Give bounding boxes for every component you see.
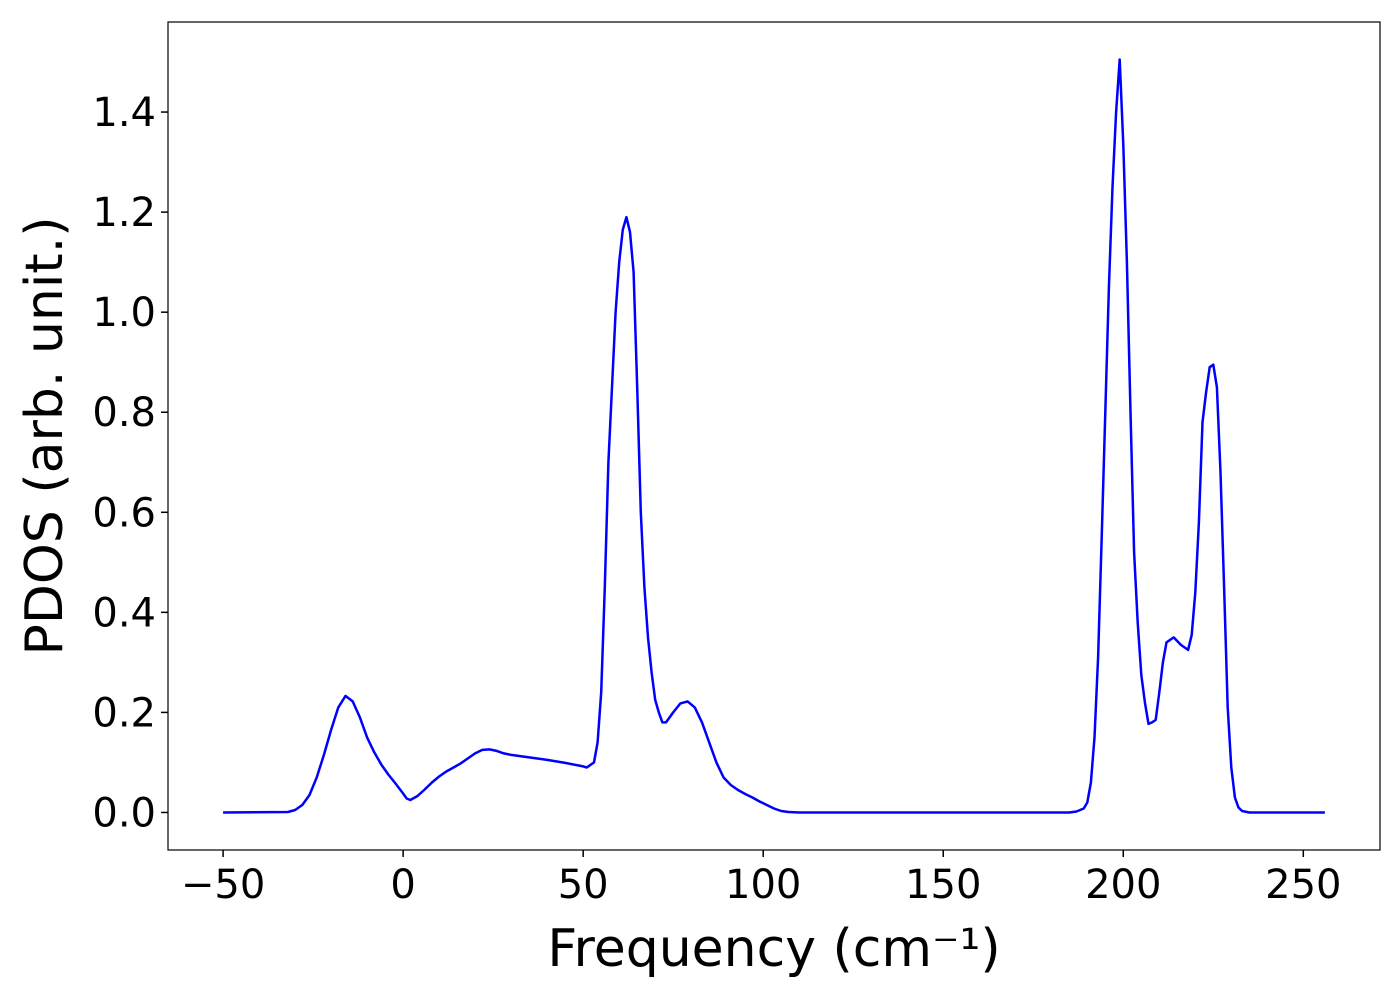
x-tick-label: 250	[1265, 862, 1341, 908]
y-tick-label: 1.0	[92, 290, 156, 336]
y-tick-label: 0.4	[92, 590, 156, 636]
x-axis-label: Frequency (cm⁻¹)	[547, 919, 1000, 979]
y-axis-label: PDOS (arb. unit.)	[15, 216, 75, 655]
y-tick-label: 0.2	[92, 690, 156, 736]
x-tick-label: 200	[1085, 862, 1161, 908]
x-tick-label: 0	[390, 862, 415, 908]
y-tick-label: 0.0	[92, 790, 156, 836]
x-tick-label: 150	[905, 862, 981, 908]
x-tick-label: 100	[725, 862, 801, 908]
y-tick-label: 1.4	[92, 90, 156, 136]
x-tick-label: −50	[181, 862, 265, 908]
y-tick-label: 0.8	[92, 390, 156, 436]
x-tick-label: 50	[558, 862, 609, 908]
data-line	[223, 58, 1325, 814]
plot-frame	[167, 21, 1381, 851]
y-tick-label: 1.2	[92, 190, 156, 236]
y-tick-label: 0.6	[92, 490, 156, 536]
